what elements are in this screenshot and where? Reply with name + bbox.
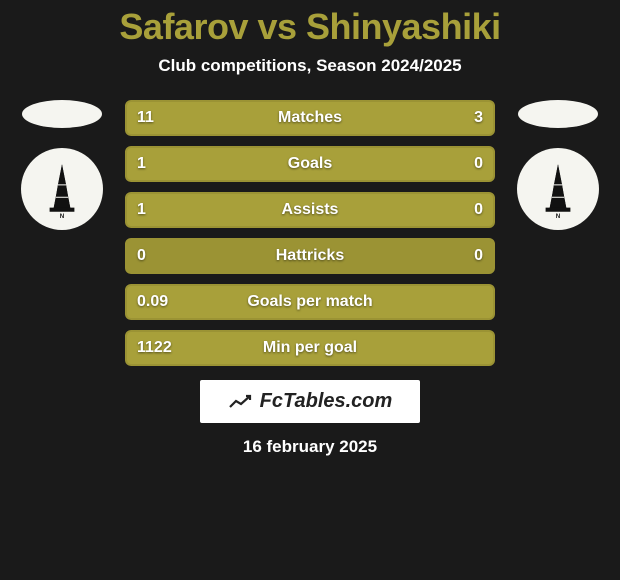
stat-label: Min per goal [187, 339, 433, 357]
date-line: 16 february 2025 [243, 437, 377, 457]
stat-label: Hattricks [187, 247, 433, 265]
left-club-badge: N [21, 148, 103, 230]
right-player-column: N [513, 100, 603, 230]
left-country-icon [22, 100, 102, 128]
stat-bars: 11Matches31Goals01Assists00Hattricks00.0… [125, 100, 495, 366]
right-country-icon [518, 100, 598, 128]
comparison-card: Safarov vs Shinyashiki Club competitions… [0, 0, 620, 457]
oil-derrick-icon: N [527, 158, 589, 220]
stat-value-left: 1 [127, 201, 187, 219]
footer: FcTables.com 16 february 2025 [0, 380, 620, 457]
stat-value-right: 0 [433, 201, 493, 219]
stat-label: Assists [187, 201, 433, 219]
right-club-badge: N [517, 148, 599, 230]
stat-value-left: 0 [127, 247, 187, 265]
stat-value-right: 0 [433, 247, 493, 265]
brand-label: FcTables.com [260, 390, 393, 413]
subtitle: Club competitions, Season 2024/2025 [0, 56, 620, 76]
stat-bar: 11Matches3 [125, 100, 495, 136]
stat-label: Goals [187, 155, 433, 173]
stat-value-left: 1122 [127, 339, 187, 357]
main-row: N 11Matches31Goals01Assists00Hattricks00… [0, 100, 620, 366]
stat-value-left: 0.09 [127, 293, 187, 311]
stat-bar: 0.09Goals per match [125, 284, 495, 320]
stat-value-left: 11 [127, 109, 187, 127]
stat-label: Goals per match [187, 293, 433, 311]
brand-logo: FcTables.com [200, 380, 421, 423]
svg-text:N: N [60, 213, 65, 220]
svg-text:N: N [556, 213, 561, 220]
stat-value-right: 3 [433, 109, 493, 127]
stat-bar: 1Assists0 [125, 192, 495, 228]
stat-value-left: 1 [127, 155, 187, 173]
stat-bar: 1122Min per goal [125, 330, 495, 366]
stat-bar: 0Hattricks0 [125, 238, 495, 274]
stat-value-right: 0 [433, 155, 493, 173]
page-title: Safarov vs Shinyashiki [0, 6, 620, 48]
stat-bar: 1Goals0 [125, 146, 495, 182]
chart-icon [228, 393, 254, 411]
stat-label: Matches [187, 109, 433, 127]
oil-derrick-icon: N [31, 158, 93, 220]
left-player-column: N [17, 100, 107, 230]
